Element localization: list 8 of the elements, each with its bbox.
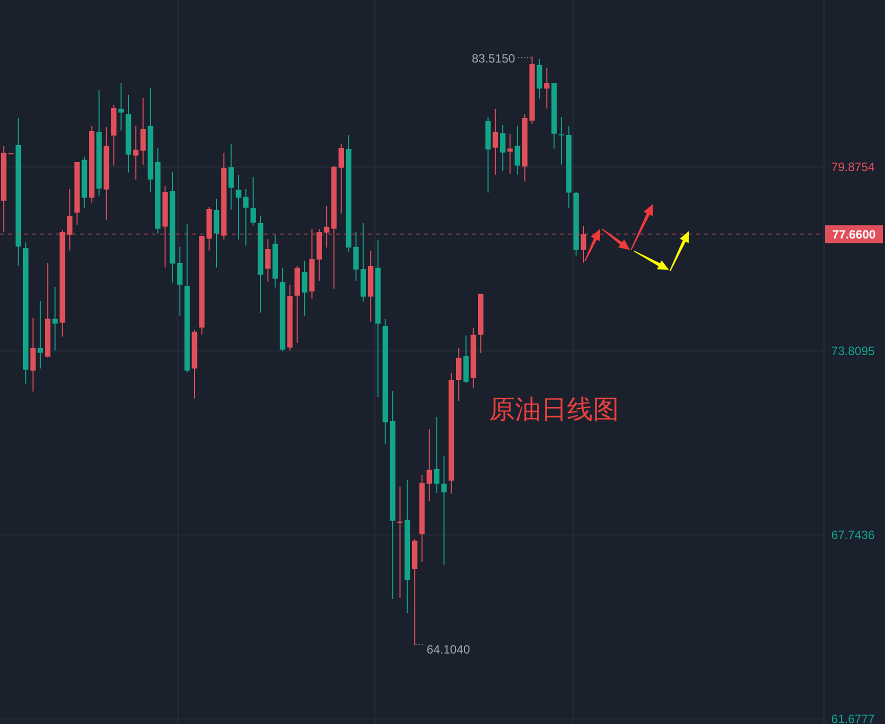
y-tick-label: 61.6777 [831,712,876,724]
y-tick-label: 67.7436 [831,528,876,542]
ref-line-label: 77.6600 [832,228,876,242]
annotation: 原油日线图 [489,394,619,424]
y-tick-label: 79.8754 [831,160,876,174]
y-tick-label: 73.8095 [831,344,876,358]
annotation: 83.5150 [472,52,516,66]
annotation: 64.1040 [426,642,470,656]
